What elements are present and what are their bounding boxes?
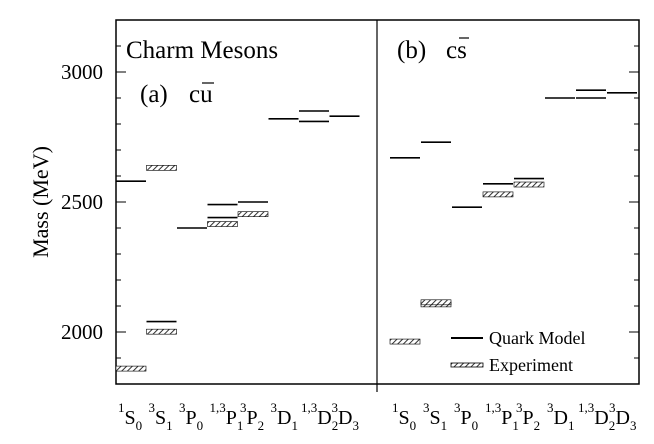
- category-label: 3S1: [149, 400, 173, 433]
- category-label: 1,3D2: [301, 400, 338, 433]
- category-label: 1S0: [392, 400, 416, 433]
- legend-quark-model-label: Quark Model: [489, 328, 585, 348]
- panel-a-title: Charm Mesons: [126, 37, 278, 64]
- panel-b-label: (b): [397, 37, 426, 64]
- energy-levels: [115, 89, 637, 372]
- y-tick-label: 2500: [61, 190, 103, 214]
- y-tick-label: 2000: [61, 320, 103, 344]
- category-label: 3D3: [332, 400, 359, 433]
- category-label: 3D1: [547, 400, 574, 433]
- category-label: 3D3: [609, 400, 636, 433]
- y-axis-ticks: [116, 19, 639, 385]
- category-label: 3S1: [423, 400, 447, 433]
- category-label: 1,3D2: [578, 400, 615, 433]
- experiment-level: [207, 221, 238, 227]
- legend-experiment-swatch: [450, 362, 484, 368]
- experiment-level: [237, 211, 269, 217]
- experiment-level: [420, 299, 452, 306]
- y-axis-label: Mass (MeV): [28, 146, 53, 258]
- category-labels: 1S03S13P01,3P13P23D11,3D23D31S03S13P01,3…: [118, 400, 636, 433]
- experiment-level: [115, 365, 147, 372]
- legend-experiment-label: Experiment: [489, 355, 573, 375]
- category-label: 3P0: [454, 400, 478, 433]
- category-label: 3P0: [179, 400, 203, 433]
- y-tick-label: 3000: [61, 60, 103, 84]
- experiment-level: [146, 328, 177, 335]
- experiment-level: [513, 181, 545, 188]
- category-label: 1,3P1: [210, 400, 244, 433]
- legend: Quark Model Experiment: [450, 328, 585, 375]
- panel-a-label: (a): [140, 81, 168, 108]
- category-label: 3P2: [240, 400, 264, 433]
- category-label: 1,3P1: [485, 400, 519, 433]
- experiment-level: [389, 338, 421, 345]
- panel-a-flavor: cu: [189, 81, 213, 108]
- panel-b-flavor: cs: [446, 37, 467, 64]
- category-label: 3D1: [271, 400, 298, 433]
- y-tick-labels: 2000 2500 3000: [61, 60, 103, 344]
- category-label: 3P2: [516, 400, 540, 433]
- category-label: 1S0: [118, 400, 142, 433]
- experiment-level: [146, 165, 177, 171]
- experiment-level: [482, 191, 514, 198]
